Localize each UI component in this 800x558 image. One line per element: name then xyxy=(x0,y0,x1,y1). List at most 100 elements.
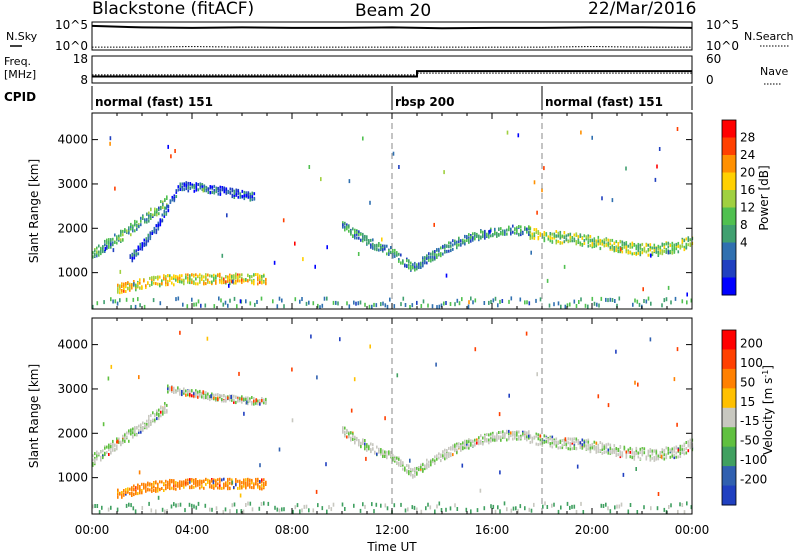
data-cell xyxy=(146,425,148,429)
data-cell xyxy=(577,238,580,242)
data-cell xyxy=(352,227,354,231)
data-cell xyxy=(104,239,106,243)
data-cell xyxy=(121,491,123,495)
data-cell xyxy=(235,480,237,484)
ground-scatter-cell xyxy=(551,503,553,508)
data-cell xyxy=(374,244,376,248)
data-cell xyxy=(136,433,138,437)
data-cell xyxy=(229,282,231,286)
data-cell xyxy=(125,285,127,289)
data-cell xyxy=(235,192,238,196)
sparse-cell xyxy=(396,373,399,378)
data-cell xyxy=(215,187,218,191)
ground-scatter-cell xyxy=(260,296,263,301)
data-cell xyxy=(607,451,610,455)
data-cell xyxy=(374,451,376,455)
data-cell xyxy=(241,189,244,193)
data-cell xyxy=(133,484,135,488)
ground-scatter-cell xyxy=(98,510,101,515)
data-cell xyxy=(145,489,147,493)
data-cell xyxy=(249,192,252,196)
data-cell xyxy=(247,279,249,283)
data-cell xyxy=(398,457,400,461)
data-cell xyxy=(462,241,464,245)
sparse-cell xyxy=(525,331,528,336)
colorbar-segment xyxy=(722,368,736,389)
data-cell xyxy=(205,189,208,193)
data-cell xyxy=(625,241,628,245)
ground-scatter-cell xyxy=(542,504,544,509)
data-cell xyxy=(446,250,448,254)
data-cell xyxy=(633,457,636,461)
data-cell xyxy=(241,397,243,401)
data-cell xyxy=(422,263,424,267)
data-cell xyxy=(106,238,108,242)
data-cell xyxy=(114,233,116,237)
data-cell xyxy=(141,286,143,290)
ground-scatter-cell xyxy=(643,505,645,510)
ground-scatter-cell xyxy=(242,509,245,514)
data-cell xyxy=(344,426,346,430)
data-cell xyxy=(625,455,628,459)
data-cell xyxy=(141,489,143,492)
ground-scatter-cell xyxy=(134,304,137,309)
data-cell xyxy=(134,223,136,227)
data-cell xyxy=(142,428,144,432)
data-cell xyxy=(567,441,570,445)
data-cell xyxy=(247,480,249,484)
data-cell xyxy=(156,417,158,421)
data-cell xyxy=(623,242,626,246)
ground-scatter-cell xyxy=(177,296,180,301)
data-cell xyxy=(259,485,261,489)
data-cell xyxy=(496,234,498,238)
data-cell xyxy=(496,432,498,436)
data-cell xyxy=(657,454,660,458)
data-cell xyxy=(215,279,217,283)
data-cell xyxy=(227,487,229,491)
data-cell xyxy=(601,239,604,243)
data-cell xyxy=(158,212,160,216)
ground-scatter-cell xyxy=(380,503,382,508)
data-cell xyxy=(253,486,255,490)
data-cell xyxy=(155,487,157,490)
data-cell xyxy=(512,230,514,234)
data-cell xyxy=(416,466,418,470)
data-cell xyxy=(189,485,191,489)
ground-scatter-cell xyxy=(598,303,600,308)
data-cell xyxy=(96,250,98,254)
data-cell xyxy=(649,248,652,252)
sparse-cell xyxy=(202,390,204,395)
ground-scatter-cell xyxy=(276,304,279,309)
ground-scatter-cell xyxy=(274,505,276,510)
data-cell xyxy=(251,275,253,279)
ground-scatter-cell xyxy=(440,303,443,308)
data-cell xyxy=(126,231,128,234)
ground-scatter-cell xyxy=(517,509,519,514)
data-cell xyxy=(470,439,472,443)
data-cell xyxy=(145,483,147,487)
data-cell xyxy=(245,194,248,198)
data-cell xyxy=(362,239,364,243)
data-cell xyxy=(169,199,172,203)
ground-scatter-cell xyxy=(256,300,258,304)
data-cell xyxy=(352,434,354,438)
data-cell xyxy=(649,458,652,462)
data-cell xyxy=(631,245,634,249)
data-cell xyxy=(203,279,205,283)
ground-scatter-cell xyxy=(470,296,472,301)
data-cell xyxy=(195,273,197,277)
sparse-cell xyxy=(117,439,119,444)
ground-scatter-cell xyxy=(616,504,618,509)
ground-scatter-cell xyxy=(668,505,670,509)
data-cell xyxy=(440,454,442,458)
data-cell xyxy=(193,274,195,278)
sparse-cell xyxy=(353,377,356,382)
data-cell xyxy=(175,481,177,485)
data-cell xyxy=(213,483,215,487)
data-cell xyxy=(378,447,380,451)
data-cell xyxy=(177,481,179,485)
sparse-cell xyxy=(259,463,261,468)
data-cell xyxy=(450,452,452,456)
data-cell xyxy=(148,214,150,218)
ground-scatter-cell xyxy=(416,300,418,305)
